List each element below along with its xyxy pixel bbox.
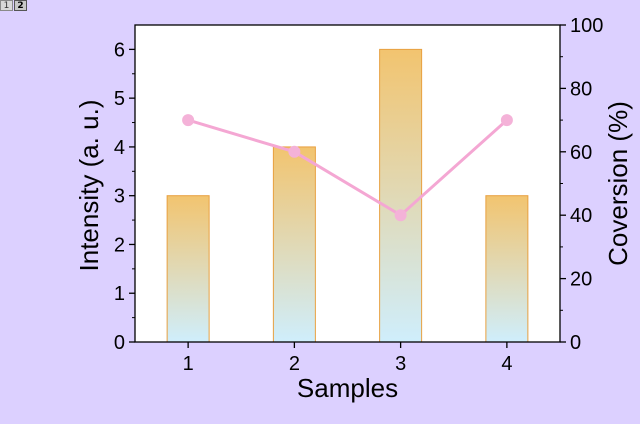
- layer-tab-1[interactable]: 1: [0, 0, 13, 11]
- y-tick-label: 2: [114, 234, 125, 256]
- y2-tick-label: 100: [570, 15, 603, 37]
- y-tick-label: 6: [114, 39, 125, 61]
- y-tick-label: 5: [114, 88, 125, 110]
- y-tick-label: 1: [114, 283, 125, 305]
- x-tick-label: 2: [289, 353, 300, 375]
- y2-tick-label: 20: [570, 269, 592, 291]
- y-tick-label: 0: [114, 332, 125, 354]
- y2-tick-label: 40: [570, 205, 592, 227]
- conversion-point-3: [394, 209, 407, 222]
- bars-layer: [166, 48, 529, 343]
- x-tick-label: 1: [183, 353, 194, 375]
- x-axis-title: Samples: [297, 373, 398, 403]
- y-axis-title: Intensity (a. u.): [74, 100, 104, 272]
- bar-sample-3: [379, 48, 423, 343]
- x-tick-label: 4: [501, 353, 512, 375]
- y2-tick-label: 80: [570, 78, 592, 100]
- y2-axis-title: Coversion (%): [603, 101, 633, 266]
- bar-sample-2: [272, 146, 316, 343]
- y2-tick-label: 0: [570, 332, 581, 354]
- conversion-point-2: [288, 145, 301, 158]
- y-tick-label: 3: [114, 186, 125, 208]
- conversion-point-1: [182, 114, 195, 127]
- y-tick-label: 4: [114, 137, 125, 159]
- line-layer: [182, 114, 513, 222]
- x-tick-label: 3: [395, 353, 406, 375]
- bar-sample-1: [166, 195, 210, 343]
- layer-tab-2[interactable]: 2: [14, 0, 27, 11]
- conversion-line: [187, 118, 508, 218]
- y2-tick-label: 60: [570, 142, 592, 164]
- bar-sample-4: [485, 195, 529, 343]
- conversion-point-4: [500, 114, 513, 127]
